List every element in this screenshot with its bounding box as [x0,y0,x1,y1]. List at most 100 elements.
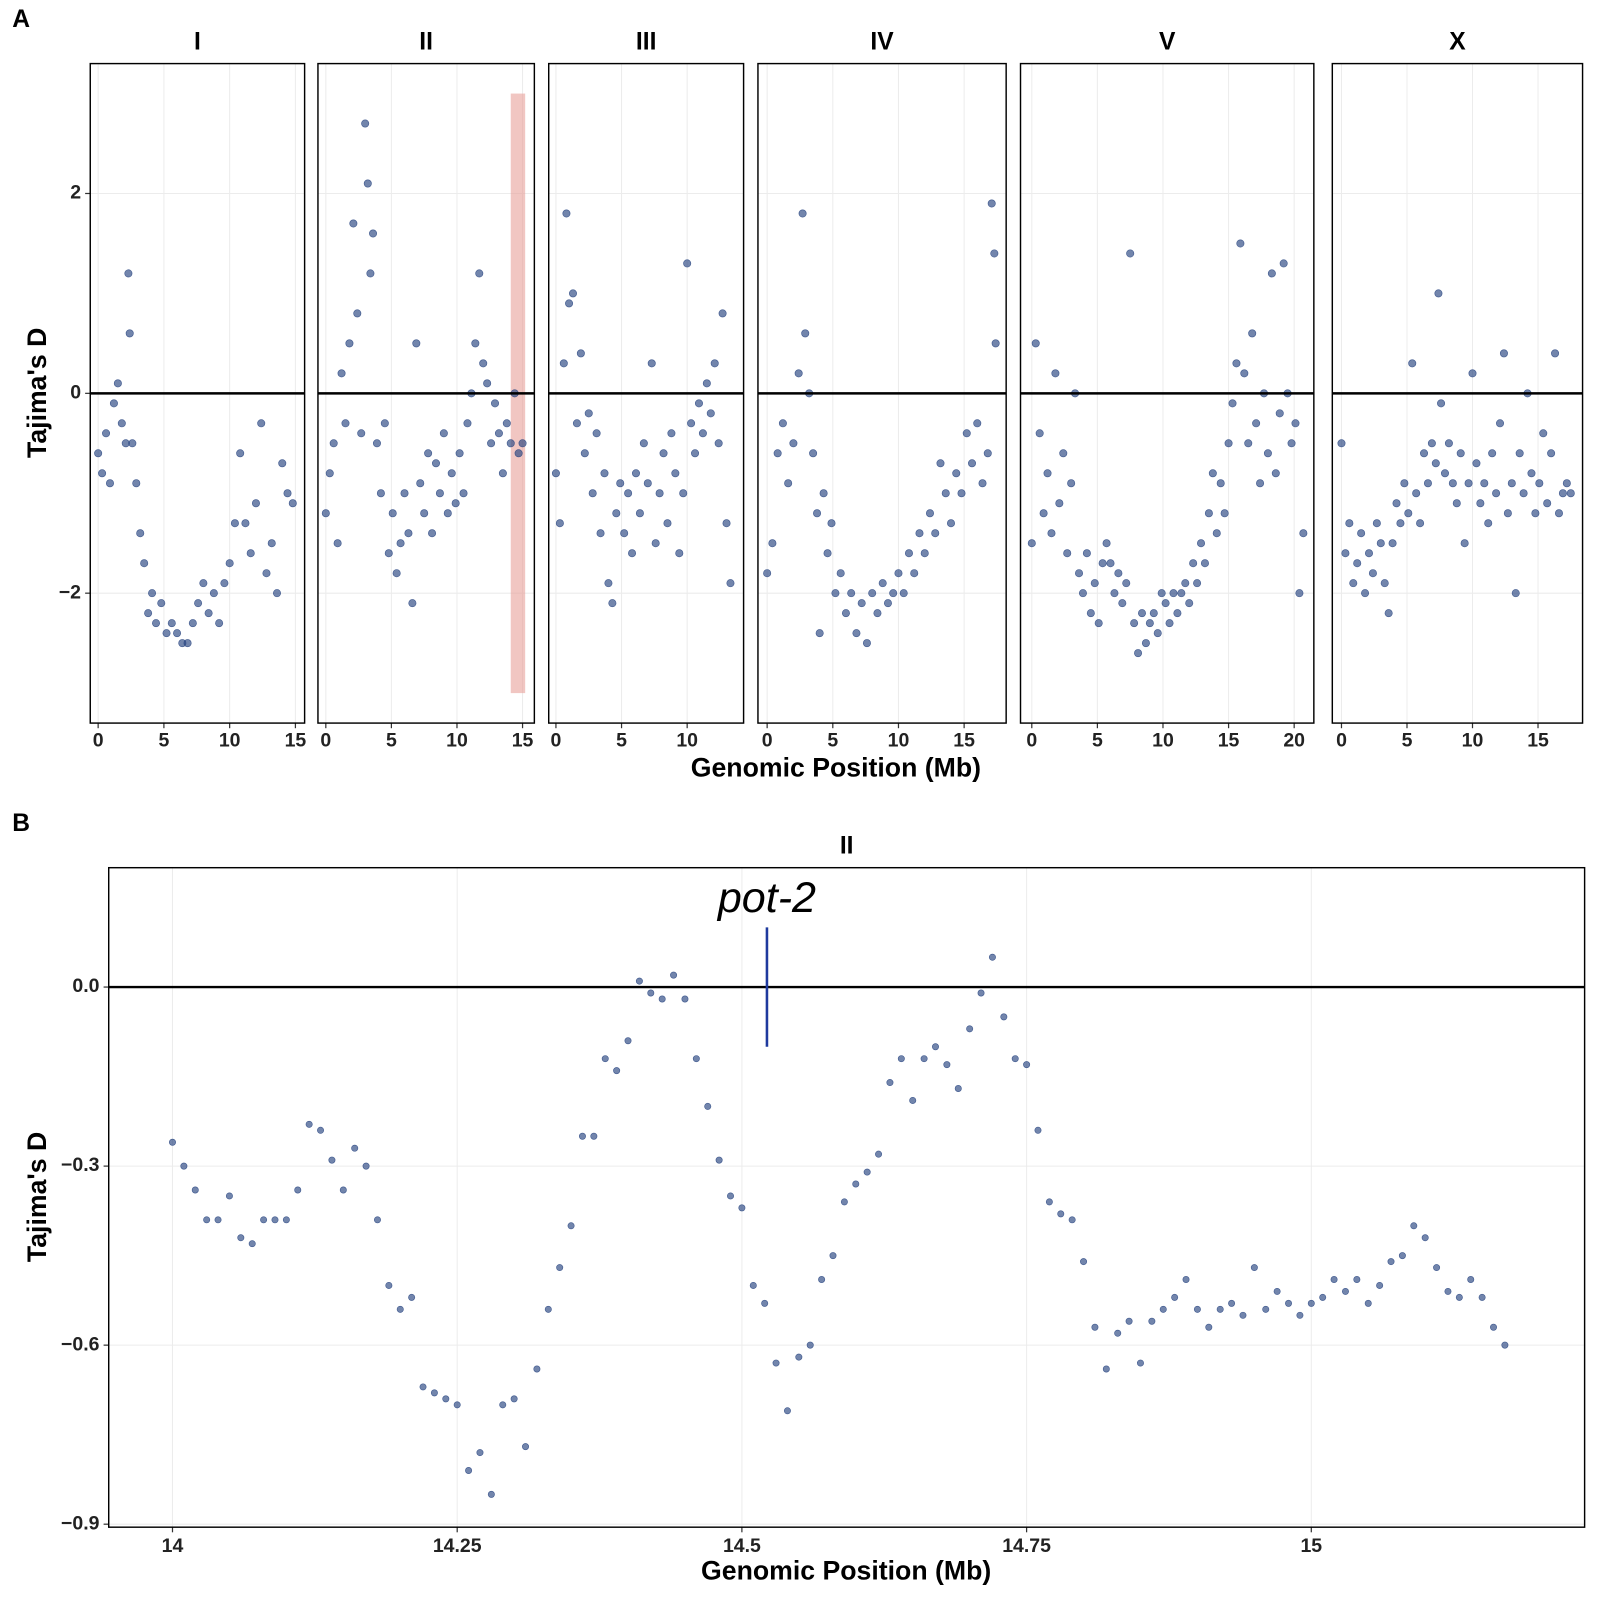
point [670,971,678,979]
point [1094,619,1103,628]
point [1295,589,1304,598]
point [952,469,961,478]
point [388,509,397,518]
point [183,639,192,648]
point [962,429,971,438]
point [1102,1365,1110,1373]
point [148,589,157,598]
x-tick-label: 0 [1026,730,1037,752]
point [1345,519,1354,528]
point [588,489,597,498]
point [687,419,696,428]
point [827,519,836,528]
point [910,569,919,578]
x-tick-label: 0 [93,730,104,752]
point [1141,639,1150,648]
point [494,429,503,438]
point [349,219,358,228]
point [204,609,213,618]
point [1507,479,1516,488]
point [1384,609,1393,618]
point [819,489,828,498]
point [1444,439,1453,448]
y-tick-label: −0.3 [61,1154,100,1176]
point [506,439,515,448]
x-tick-label: 0 [762,730,773,752]
point [1444,1287,1452,1295]
point [555,519,564,528]
point [631,469,640,478]
point [1068,1216,1076,1224]
point [475,269,484,278]
point [1460,539,1469,548]
point [613,1067,621,1075]
point [1400,479,1409,488]
point [105,479,114,488]
point [691,449,700,458]
point [578,1132,586,1140]
point [612,509,621,518]
point [237,1234,245,1242]
point [1080,1258,1088,1266]
point [1408,359,1417,368]
point [1208,469,1217,478]
point [863,1168,871,1176]
facet-title: X [1449,29,1466,56]
point [328,1156,336,1164]
point [1307,1299,1315,1307]
point [1057,1210,1065,1218]
point [639,439,648,448]
point [559,359,568,368]
point [1392,499,1401,508]
point [1341,1287,1349,1295]
point [1398,1252,1406,1260]
point [1431,459,1440,468]
point [1275,409,1284,418]
point [1159,1305,1167,1313]
point [1420,449,1429,458]
point [706,409,715,418]
point [510,1395,518,1403]
point [580,449,589,458]
point [396,1305,404,1313]
x-tick-label: 15 [1218,730,1240,752]
point [455,449,464,458]
point [722,519,731,528]
point [562,209,571,218]
panel-label: B [12,810,30,837]
point [1490,1323,1497,1331]
point [392,569,401,578]
point [647,359,656,368]
point [1368,569,1377,578]
point [1273,1287,1281,1295]
plot-border [89,62,306,724]
point [412,339,421,348]
point [1388,539,1397,548]
point [1059,449,1068,458]
point [1122,579,1131,588]
point [435,489,444,498]
point [404,529,413,538]
point [345,339,354,348]
point [1165,619,1174,628]
point [920,549,929,558]
x-tick-label: 14.25 [433,1535,482,1557]
point [420,509,429,518]
point [1114,1329,1122,1337]
point [428,529,437,538]
point [1287,439,1296,448]
point [1376,539,1385,548]
point [763,569,772,578]
point [1169,589,1178,598]
point [915,529,924,538]
point [479,359,488,368]
point [140,559,149,568]
point [1114,569,1123,578]
point [658,995,666,1003]
point [361,119,370,128]
facet-title: III [636,29,657,56]
point [278,459,287,468]
point [262,569,271,578]
point [727,1192,734,1200]
point [1125,1317,1133,1325]
